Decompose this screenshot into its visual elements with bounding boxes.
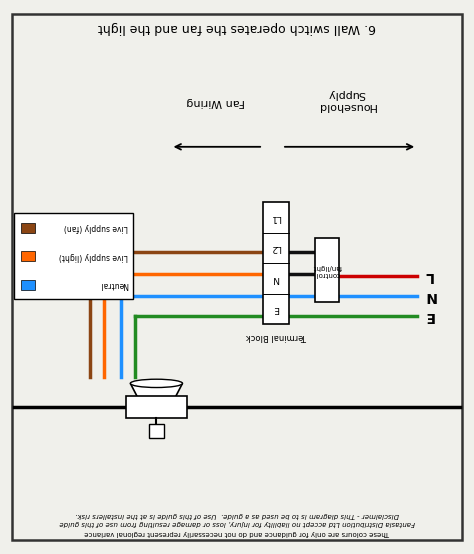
Bar [263,202,289,324]
Text: Neutral: Neutral [100,280,128,289]
Bar [14,213,133,299]
Text: L2: L2 [271,243,282,253]
Text: N: N [424,289,436,304]
Text: Household
Supply: Household Supply [317,89,375,110]
Text: E: E [424,309,434,323]
Text: L1: L1 [271,213,282,222]
Text: Disclaimer - This diagram is to be used as a guide.  Use of this guide is at the: Disclaimer - This diagram is to be used … [75,512,399,518]
Polygon shape [130,383,182,399]
Text: Fantasia Distribution Ltd accept no liability for injury, loss or damage resulti: Fantasia Distribution Ltd accept no liab… [59,520,415,526]
Bar [315,238,339,302]
Text: Live supply (fan): Live supply (fan) [64,223,128,232]
Text: Fan Wiring: Fan Wiring [186,98,245,107]
Ellipse shape [130,379,182,388]
Bar [21,252,35,261]
Bar [21,223,35,233]
Text: L: L [424,269,433,283]
Text: These colours are only for guidance and do not necessarily represent regional va: These colours are only for guidance and … [84,530,390,536]
Bar [126,396,187,418]
Text: Terminal Block: Terminal Block [246,332,307,341]
Text: N: N [273,274,280,283]
Text: Live supply (light): Live supply (light) [59,252,128,261]
Text: E: E [273,304,279,314]
Bar [21,280,35,290]
Bar [149,424,164,438]
Text: 6. Wall switch operates the fan and the light: 6. Wall switch operates the fan and the … [98,21,376,34]
Text: control
fan/light: control fan/light [312,264,342,276]
